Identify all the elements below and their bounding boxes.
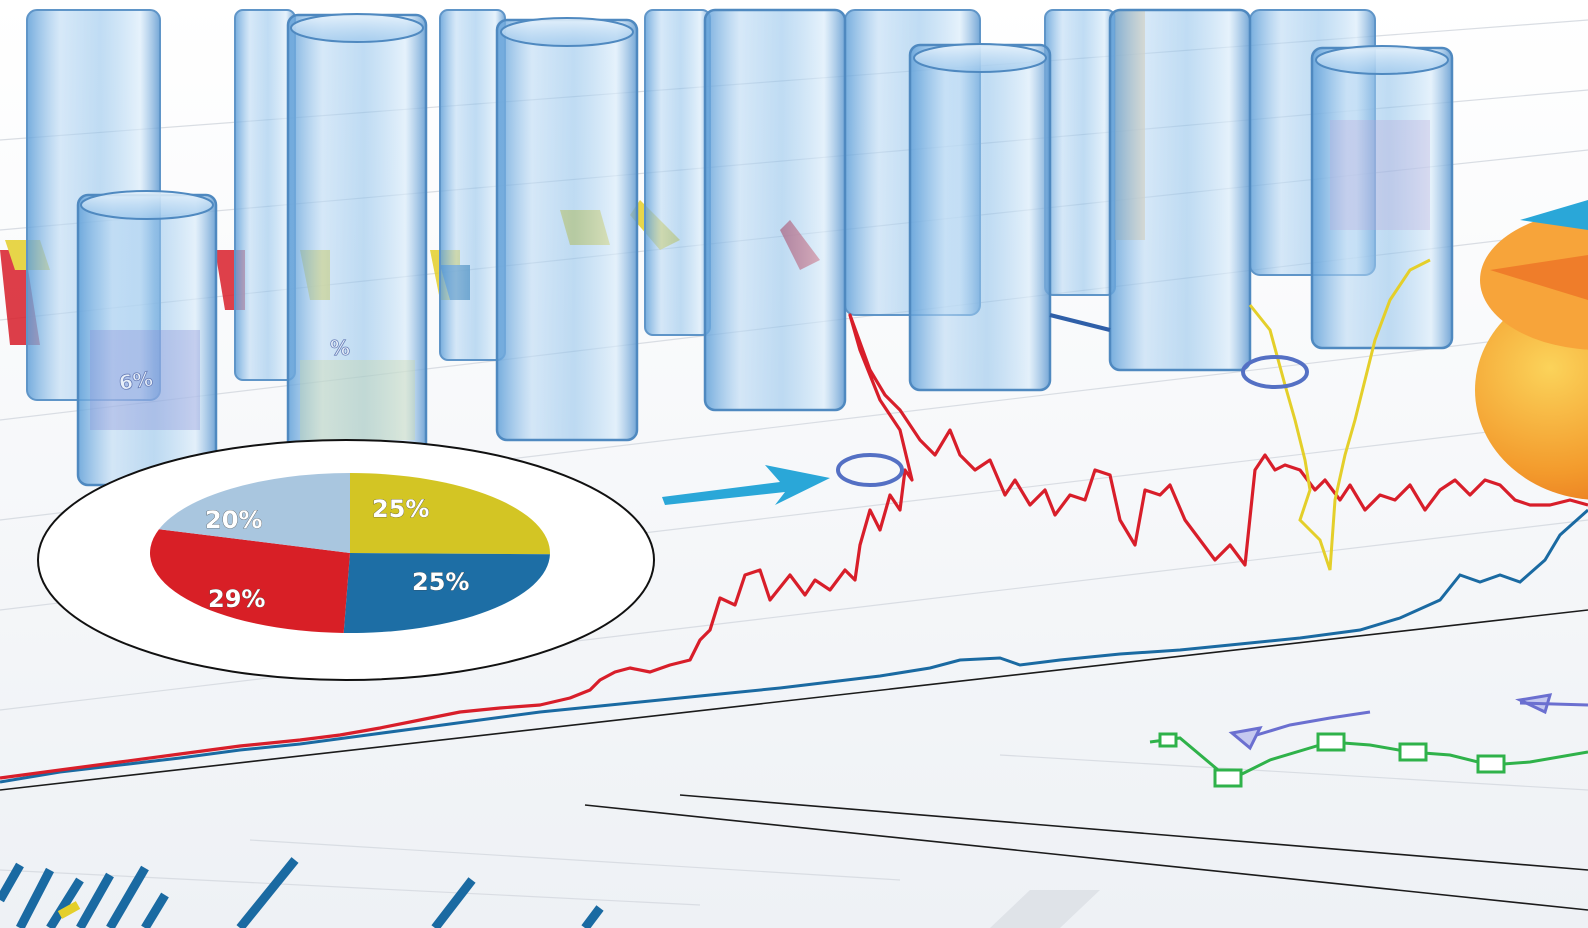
glass-column-front-1: 6% — [76, 190, 218, 487]
pie-label-20: 20% — [205, 506, 262, 534]
pie-slice — [150, 529, 350, 633]
bottom-bar-chart — [0, 857, 604, 928]
glass-label-mid: % — [330, 336, 350, 360]
pie-label-25-blue: 25% — [412, 568, 469, 596]
blue-segment — [1049, 313, 1111, 332]
blue-arrow — [662, 465, 830, 505]
circle-marker-yellow — [1241, 355, 1309, 389]
pie-slice — [159, 473, 350, 553]
green-marker-line — [1149, 732, 1588, 788]
glass-column-front-2: % — [286, 13, 428, 462]
bottom-yellow-bar — [57, 901, 81, 919]
glass-column-back-6 — [1044, 9, 1116, 296]
circle-marker-red — [836, 453, 904, 487]
bottom-shadow-shape — [990, 890, 1100, 928]
glass-column-back-2 — [234, 9, 296, 381]
yellow-line — [1248, 258, 1431, 571]
glass-column-front-6 — [1108, 8, 1252, 372]
pie-slices — [150, 473, 550, 633]
pie-label-29: 29% — [208, 585, 265, 613]
baseline-lines — [0, 609, 1588, 911]
pie-label-25-yellow: 25% — [372, 495, 429, 523]
blue-trend-line — [0, 508, 1588, 784]
orange-3d-pie — [1475, 200, 1588, 500]
pie-chart: 20% 25% 25% 29% — [37, 439, 655, 681]
glass-column-front-4 — [703, 8, 847, 412]
pie-slice — [343, 553, 550, 633]
glass-column-back-4 — [644, 9, 711, 336]
glass-column-front-3 — [495, 17, 639, 442]
glass-label-6pct: 6% — [117, 366, 154, 394]
glass-columns: 6% % — [26, 8, 1454, 487]
glass-column-front-7 — [1310, 45, 1454, 350]
pie-slice — [350, 473, 550, 555]
glass-column-front-5 — [908, 43, 1052, 392]
purple-arrows — [1228, 693, 1588, 751]
glass-column-back-3 — [439, 9, 506, 361]
red-stock-line — [0, 313, 1588, 780]
